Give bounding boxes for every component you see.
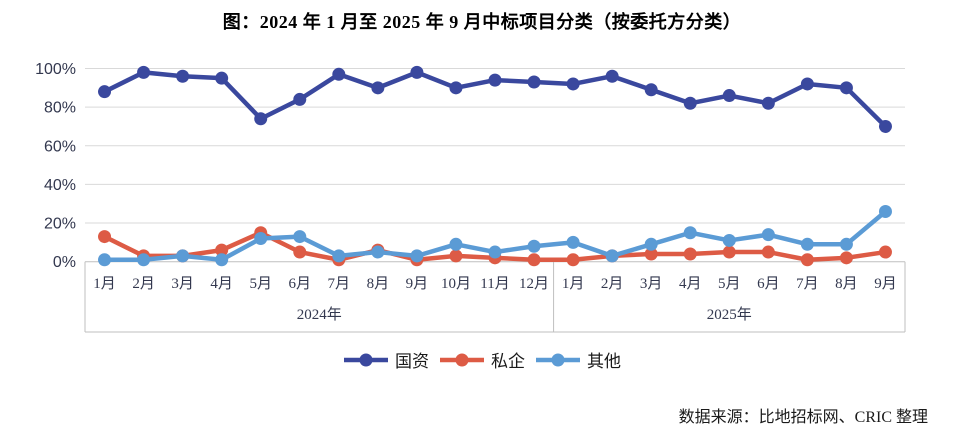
line-chart-canvas: 0% 20% 40% 60% 80% 100% 1月 2月 3月 4月 5月 6月 7月 8月 9月 10月 1… bbox=[35, 61, 906, 333]
data-point-其他 bbox=[722, 233, 736, 247]
legend-marker-icon bbox=[536, 353, 580, 366]
data-point-其他 bbox=[137, 253, 151, 267]
data-point-国资 bbox=[254, 112, 268, 126]
data-point-其他 bbox=[215, 253, 229, 267]
data-point-私企 bbox=[527, 253, 541, 267]
data-point-私企 bbox=[683, 247, 697, 261]
data-point-国资 bbox=[176, 69, 190, 83]
data-point-国资 bbox=[98, 85, 112, 99]
x-month-label: 6月 bbox=[757, 276, 780, 292]
x-year-label: 2024年 bbox=[297, 306, 342, 323]
data-point-其他 bbox=[371, 245, 385, 259]
x-month-label: 5月 bbox=[249, 276, 272, 292]
x-month-label: 3月 bbox=[171, 276, 194, 292]
y-tick-label: 20% bbox=[44, 216, 76, 233]
data-point-国资 bbox=[410, 65, 424, 79]
x-month-label: 5月 bbox=[718, 276, 741, 292]
data-point-私企 bbox=[839, 251, 853, 265]
x-month-label: 10月 bbox=[441, 276, 471, 292]
x-month-label: 2月 bbox=[601, 276, 624, 292]
x-month-label: 4月 bbox=[679, 276, 702, 292]
y-tick-label: 40% bbox=[44, 177, 76, 194]
data-point-国资 bbox=[293, 92, 307, 106]
data-point-国资 bbox=[839, 81, 853, 95]
data-point-其他 bbox=[800, 237, 814, 251]
data-point-其他 bbox=[605, 249, 619, 263]
x-year-label: 2025年 bbox=[707, 306, 752, 323]
data-point-私企 bbox=[722, 245, 736, 259]
data-point-其他 bbox=[449, 237, 463, 251]
data-point-国资 bbox=[566, 77, 580, 91]
data-source-note: 数据来源：比地招标网、CRIC 整理 bbox=[678, 409, 928, 426]
legend-marker-icon bbox=[344, 353, 388, 366]
legend-label: 国资 bbox=[395, 352, 429, 371]
data-point-国资 bbox=[761, 96, 775, 110]
data-point-国资 bbox=[527, 75, 541, 89]
y-tick-label: 0% bbox=[53, 254, 76, 271]
legend-item-其他: 其他 bbox=[535, 347, 621, 372]
legend-marker-icon bbox=[440, 353, 484, 366]
data-point-国资 bbox=[605, 69, 619, 83]
y-tick-label: 100% bbox=[35, 61, 76, 78]
y-tick-label: 80% bbox=[44, 100, 76, 117]
data-point-国资 bbox=[644, 83, 658, 97]
x-month-label: 7月 bbox=[328, 276, 351, 292]
data-point-国资 bbox=[137, 65, 151, 79]
data-point-其他 bbox=[98, 253, 112, 267]
data-point-国资 bbox=[371, 81, 385, 95]
data-point-私企 bbox=[644, 247, 658, 261]
data-point-国资 bbox=[722, 89, 736, 103]
data-point-其他 bbox=[488, 245, 502, 259]
data-point-私企 bbox=[98, 230, 112, 244]
data-point-其他 bbox=[566, 235, 580, 249]
y-tick-label: 60% bbox=[44, 138, 76, 155]
data-point-私企 bbox=[761, 245, 775, 259]
data-point-国资 bbox=[800, 77, 814, 91]
data-point-私企 bbox=[800, 253, 814, 267]
data-point-私企 bbox=[293, 245, 307, 259]
data-point-其他 bbox=[683, 226, 697, 240]
data-point-私企 bbox=[449, 249, 463, 263]
data-point-国资 bbox=[488, 73, 502, 87]
data-point-其他 bbox=[254, 232, 268, 246]
data-point-其他 bbox=[176, 249, 190, 263]
chart-legend: 国资 私企 其他 bbox=[0, 347, 964, 372]
x-month-label: 8月 bbox=[367, 276, 390, 292]
data-point-其他 bbox=[293, 230, 307, 244]
x-month-label: 12月 bbox=[519, 276, 549, 292]
x-month-label: 3月 bbox=[640, 276, 663, 292]
data-point-其他 bbox=[878, 204, 892, 218]
x-month-label: 7月 bbox=[796, 276, 819, 292]
data-point-私企 bbox=[215, 243, 229, 257]
data-point-私企 bbox=[566, 253, 580, 267]
x-month-label: 9月 bbox=[874, 276, 897, 292]
data-point-其他 bbox=[761, 228, 775, 242]
data-point-国资 bbox=[215, 71, 229, 85]
legend-item-国资: 国资 bbox=[343, 347, 429, 372]
x-month-label: 6月 bbox=[289, 276, 312, 292]
data-point-国资 bbox=[449, 81, 463, 95]
data-point-其他 bbox=[644, 237, 658, 251]
data-point-国资 bbox=[683, 96, 697, 110]
x-month-label: 9月 bbox=[406, 276, 429, 292]
x-month-label: 2月 bbox=[132, 276, 155, 292]
data-point-国资 bbox=[878, 119, 892, 133]
chart-title: 图：2024 年 1 月至 2025 年 9 月中标项目分类（按委托方分类） bbox=[222, 12, 742, 32]
x-month-label: 8月 bbox=[835, 276, 858, 292]
legend-item-私企: 私企 bbox=[439, 347, 525, 372]
data-point-其他 bbox=[410, 249, 424, 263]
data-point-其他 bbox=[839, 237, 853, 251]
x-month-label: 1月 bbox=[562, 276, 585, 292]
data-point-国资 bbox=[332, 67, 346, 81]
legend-label: 其他 bbox=[587, 352, 621, 371]
data-point-其他 bbox=[332, 249, 346, 263]
legend-label: 私企 bbox=[491, 352, 525, 371]
x-month-label: 4月 bbox=[210, 276, 233, 292]
x-month-label: 1月 bbox=[93, 276, 116, 292]
data-point-其他 bbox=[527, 239, 541, 253]
data-point-私企 bbox=[878, 245, 892, 259]
x-month-label: 11月 bbox=[480, 276, 509, 292]
